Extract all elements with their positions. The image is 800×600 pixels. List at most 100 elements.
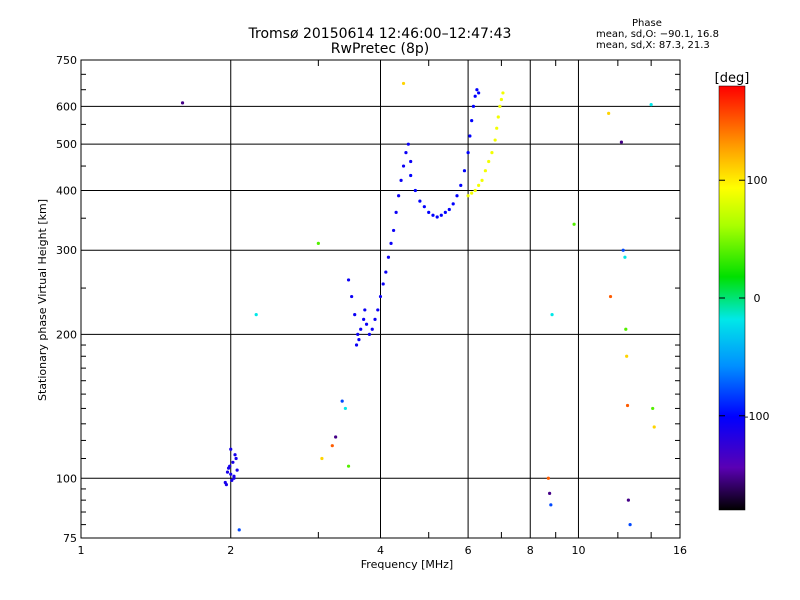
data-point bbox=[427, 210, 431, 214]
data-point bbox=[651, 406, 655, 411]
y-tick-label: 200 bbox=[56, 328, 77, 341]
x-tick-label: 4 bbox=[377, 544, 384, 557]
data-point bbox=[451, 202, 455, 206]
data-point bbox=[401, 81, 406, 86]
data-point bbox=[626, 498, 630, 502]
data-point bbox=[550, 313, 554, 317]
data-point bbox=[384, 270, 388, 274]
data-point bbox=[473, 188, 477, 193]
data-point bbox=[483, 169, 487, 173]
data-point bbox=[649, 103, 653, 107]
data-point bbox=[254, 313, 258, 317]
data-point bbox=[501, 91, 505, 95]
data-point bbox=[235, 468, 239, 472]
data-point bbox=[455, 194, 459, 198]
data-point bbox=[401, 164, 406, 168]
data-point bbox=[353, 313, 357, 317]
data-point bbox=[229, 472, 233, 476]
data-point bbox=[340, 399, 344, 403]
y-tick-label: 400 bbox=[56, 184, 77, 197]
data-point bbox=[496, 115, 500, 119]
phase-stats-o: mean, sd,O: −90.1, 16.8 bbox=[596, 29, 719, 40]
data-point bbox=[498, 104, 502, 108]
data-point bbox=[470, 119, 474, 123]
data-point bbox=[490, 151, 494, 155]
y-tick-label: 600 bbox=[56, 100, 77, 113]
data-point bbox=[394, 210, 398, 214]
data-point bbox=[459, 183, 463, 187]
y-tick-label: 100 bbox=[56, 472, 77, 485]
x-tick-label: 16 bbox=[673, 544, 687, 557]
data-point bbox=[367, 332, 372, 336]
data-point bbox=[652, 425, 656, 429]
y-tick-label: 750 bbox=[56, 54, 77, 67]
data-point bbox=[237, 528, 241, 532]
data-point bbox=[487, 159, 491, 164]
data-point bbox=[625, 354, 629, 358]
y-tick-label: 500 bbox=[56, 138, 77, 151]
data-point bbox=[354, 343, 359, 347]
data-point bbox=[359, 327, 363, 331]
data-point bbox=[621, 248, 625, 252]
data-point bbox=[232, 474, 236, 478]
data-point bbox=[466, 151, 470, 155]
data-point bbox=[356, 332, 360, 336]
data-point bbox=[624, 327, 628, 331]
x-tick-label: 6 bbox=[465, 544, 472, 557]
data-point bbox=[471, 104, 476, 108]
data-point bbox=[378, 294, 383, 299]
data-point bbox=[422, 205, 426, 209]
data-point bbox=[357, 338, 361, 342]
chart-subtitle: RwPretec (8p) bbox=[330, 41, 430, 57]
chart-title: Tromsø 20150614 12:46:00–12:47:43 bbox=[248, 26, 512, 42]
data-point bbox=[180, 101, 185, 105]
data-point bbox=[439, 213, 443, 217]
data-point bbox=[233, 453, 237, 457]
data-point bbox=[447, 207, 451, 212]
phase-stats-header: Phase bbox=[632, 18, 662, 29]
data-point bbox=[572, 222, 576, 226]
phase-stats: Phase mean, sd,O: −90.1, 16.8 mean, sd,X… bbox=[596, 18, 752, 51]
colorbar-label: [deg] bbox=[715, 71, 750, 86]
data-point bbox=[234, 456, 238, 461]
colorbar-tick-label: -100 bbox=[745, 410, 770, 423]
data-point bbox=[546, 476, 550, 480]
data-point bbox=[386, 255, 391, 259]
data-point bbox=[619, 140, 624, 144]
data-point bbox=[404, 151, 408, 155]
data-point bbox=[330, 444, 334, 448]
data-point bbox=[229, 447, 233, 451]
data-point bbox=[477, 91, 481, 95]
data-point bbox=[230, 478, 234, 482]
data-point bbox=[346, 278, 351, 282]
data-point bbox=[362, 317, 366, 321]
data-point bbox=[346, 464, 351, 468]
data-point bbox=[228, 464, 232, 468]
data-point bbox=[495, 126, 499, 130]
data-point bbox=[225, 470, 230, 474]
data-point bbox=[608, 294, 613, 299]
data-point bbox=[316, 241, 320, 246]
phase-stats-x: mean, sd,X: 87.3, 21.3 bbox=[596, 40, 710, 51]
data-point bbox=[397, 194, 401, 198]
x-tick-label: 2 bbox=[227, 544, 234, 557]
data-point bbox=[389, 241, 393, 246]
data-point bbox=[381, 282, 385, 286]
y-axis-label: Stationary phase Virtual Height [km] bbox=[36, 199, 49, 401]
data-point bbox=[493, 138, 497, 142]
data-point bbox=[623, 255, 627, 259]
data-point bbox=[409, 173, 413, 178]
data-point bbox=[231, 460, 235, 464]
colorbar-tick-label: 0 bbox=[754, 292, 761, 305]
data-point bbox=[418, 199, 422, 203]
data-point bbox=[499, 97, 504, 102]
data-point bbox=[628, 523, 632, 527]
data-point bbox=[409, 159, 413, 164]
data-point bbox=[320, 456, 324, 461]
data-point bbox=[475, 88, 479, 92]
data-point bbox=[431, 213, 435, 217]
x-tick-label: 10 bbox=[571, 544, 585, 557]
data-point bbox=[462, 169, 467, 173]
data-point bbox=[548, 491, 552, 495]
